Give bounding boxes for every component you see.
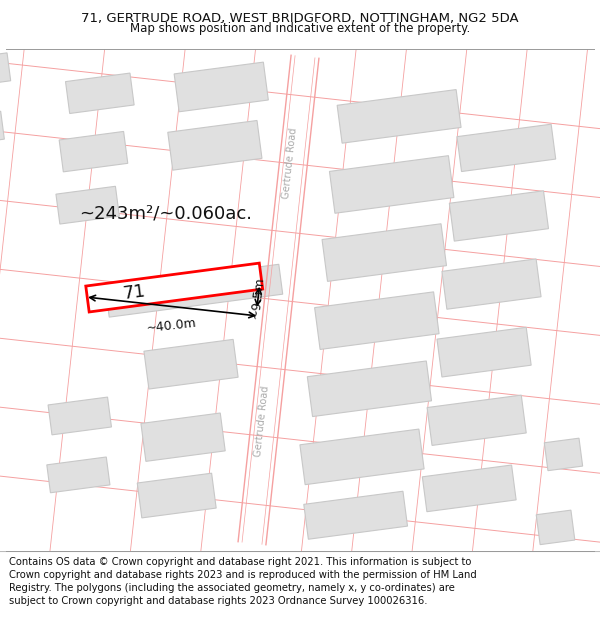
Text: Gertrude Road: Gertrude Road xyxy=(281,127,299,199)
Bar xyxy=(329,156,454,213)
Bar xyxy=(137,473,216,518)
Bar xyxy=(544,438,583,471)
Text: Gertrude Road: Gertrude Road xyxy=(253,385,271,458)
Bar xyxy=(0,53,11,88)
Bar xyxy=(300,429,424,484)
Text: ~243m²/~0.060ac.: ~243m²/~0.060ac. xyxy=(79,204,252,222)
Bar xyxy=(105,264,283,317)
Bar xyxy=(141,413,225,461)
Bar xyxy=(168,121,262,170)
Bar xyxy=(0,111,4,146)
Bar xyxy=(422,465,516,512)
Bar xyxy=(442,259,541,309)
Bar xyxy=(59,131,128,172)
Bar xyxy=(65,73,134,114)
Bar xyxy=(427,395,526,446)
Bar xyxy=(437,328,531,377)
Bar xyxy=(314,292,439,349)
Text: ~9.5m: ~9.5m xyxy=(248,276,266,319)
Bar xyxy=(86,263,263,312)
Bar xyxy=(337,89,461,143)
Bar xyxy=(457,124,556,171)
Bar xyxy=(144,339,238,389)
Text: 71: 71 xyxy=(122,282,147,303)
Text: Map shows position and indicative extent of the property.: Map shows position and indicative extent… xyxy=(130,22,470,35)
Text: Contains OS data © Crown copyright and database right 2021. This information is : Contains OS data © Crown copyright and d… xyxy=(9,557,477,606)
Bar xyxy=(307,361,431,417)
Bar xyxy=(449,191,548,241)
Bar xyxy=(536,510,575,544)
Bar xyxy=(48,397,112,435)
Bar xyxy=(47,457,110,492)
Polygon shape xyxy=(238,55,319,545)
Bar xyxy=(174,62,268,112)
Bar xyxy=(56,186,119,224)
Text: 71, GERTRUDE ROAD, WEST BRIDGFORD, NOTTINGHAM, NG2 5DA: 71, GERTRUDE ROAD, WEST BRIDGFORD, NOTTI… xyxy=(81,12,519,25)
Text: ~40.0m: ~40.0m xyxy=(145,316,197,335)
Bar xyxy=(304,491,407,539)
Bar xyxy=(322,224,446,281)
